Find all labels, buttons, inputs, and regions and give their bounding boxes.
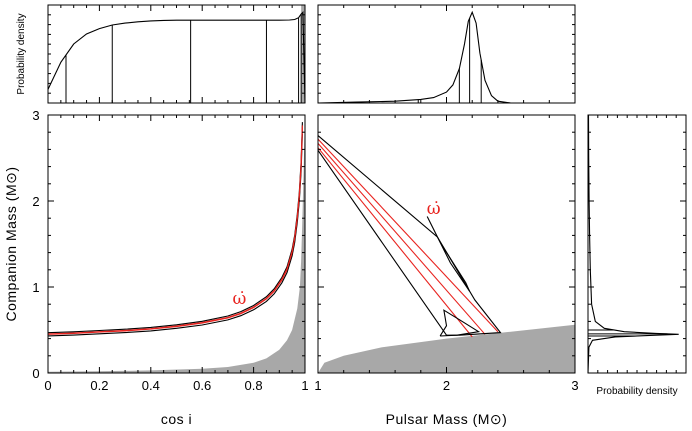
panel-frame	[317, 4, 576, 104]
x-tick-label: 2	[443, 378, 450, 393]
x-axis-label: Probability density	[596, 386, 677, 397]
y-tick-label: 0	[32, 366, 39, 381]
pulsar-mass-pdf-panel	[317, 4, 576, 104]
inner-contour	[426, 216, 471, 292]
omega-dot-annotation: ω̇	[233, 289, 247, 309]
x-tick-label: 0.8	[245, 378, 263, 393]
x-tick-label: 1	[314, 378, 321, 393]
companion-mass-pdf-panel: Probability density	[587, 114, 687, 397]
panel-frame	[47, 114, 306, 374]
x-tick-label: 3	[571, 378, 578, 393]
x-tick-label: 0.4	[142, 378, 160, 393]
panel-frame	[587, 114, 687, 374]
contour-lower	[47, 133, 303, 337]
main-cosi-panel: ω̇ 0 0.2 0.4 0.6 0.8 1 0 1 2 3 cos i Companion Mass …	[3, 108, 309, 427]
y-tick-label: 3	[32, 108, 39, 123]
omega-dot-constraint-line	[317, 138, 499, 333]
panel-frame	[47, 4, 306, 104]
x-tick-label: 0.2	[90, 378, 108, 393]
panel-frame	[317, 114, 576, 374]
cosi-pdf-panel: Probability density	[16, 4, 306, 104]
pdf-curve	[317, 10, 575, 104]
y-axis-label: Probability density	[16, 13, 27, 94]
x-tick-label: 1	[301, 378, 308, 393]
omega-dot-constraint-line	[317, 143, 486, 335]
omega-dot-constraint-line	[47, 125, 303, 335]
excluded-region	[318, 324, 575, 373]
small-loop-contour	[439, 309, 481, 337]
main-pulsar-mass-panel: ω̇ 1 2 3 Pulsar Mass (M⊙)	[314, 114, 579, 427]
x-axis-label: cos i	[161, 411, 192, 427]
pdf-curve	[47, 11, 306, 104]
y-tick-label: 2	[32, 194, 39, 209]
x-axis-label: Pulsar Mass (M⊙)	[386, 411, 508, 427]
y-axis-label: Companion Mass (M⊙)	[3, 166, 19, 321]
y-tick-label: 1	[32, 280, 39, 295]
omega-dot-annotation: ω̇	[427, 199, 441, 219]
omega-dot-constraint-line	[317, 147, 473, 338]
x-tick-label: 0.6	[193, 378, 211, 393]
x-tick-label: 0	[44, 378, 51, 393]
